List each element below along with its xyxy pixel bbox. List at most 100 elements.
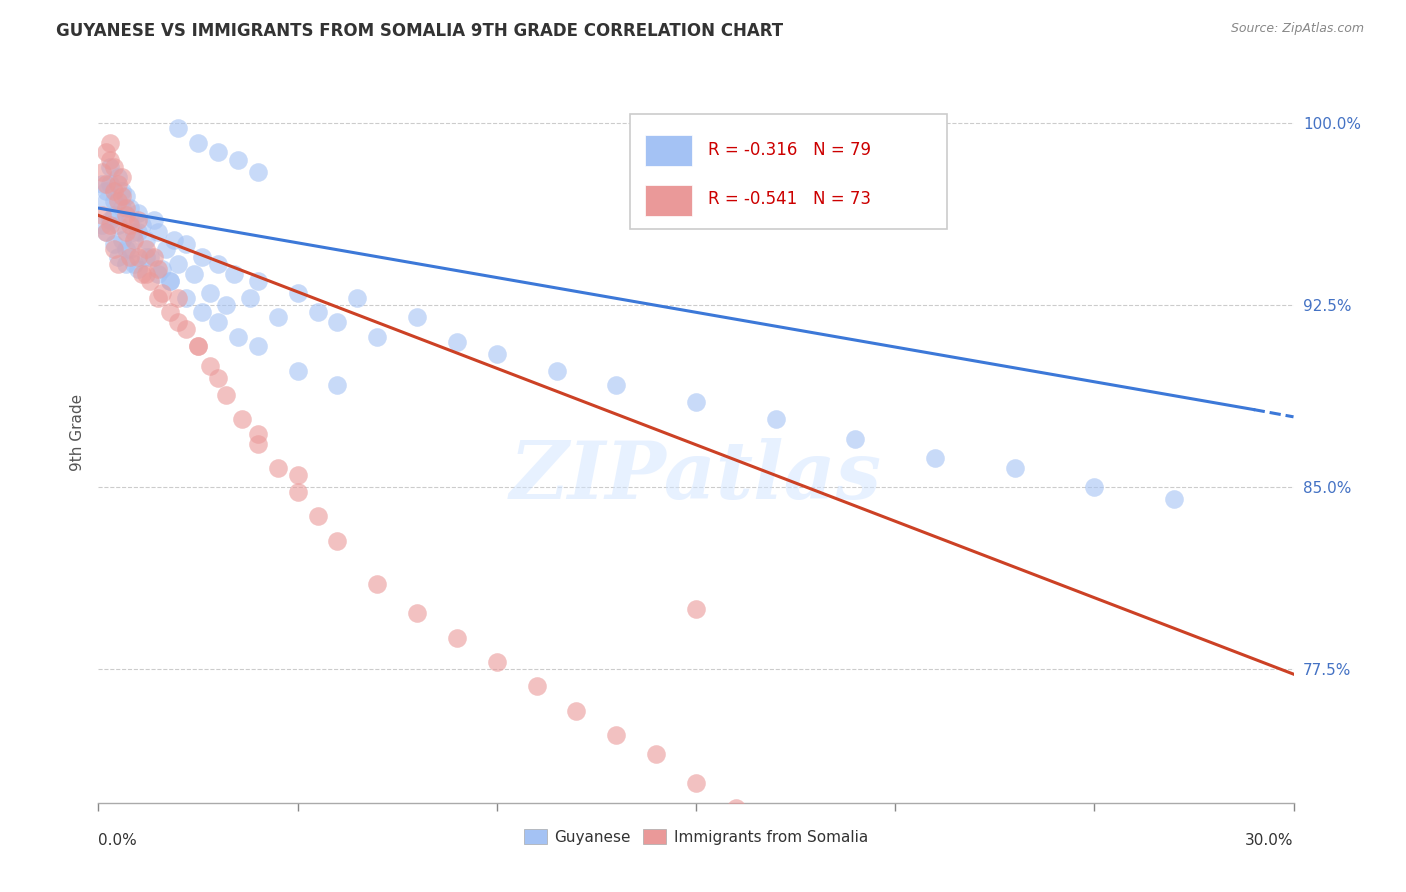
Point (246, 426, 269, 441)
Point (267, 310, 290, 325)
Point (326, 533, 349, 548)
Point (98, 177, 122, 191)
FancyBboxPatch shape (644, 185, 692, 216)
Point (127, 261, 149, 276)
Point (103, 243, 125, 257)
Point (135, 250, 157, 264)
Point (111, 233, 134, 247)
Point (326, 378, 349, 392)
Point (120, 243, 142, 257)
Point (163, 233, 186, 247)
Point (287, 468, 309, 483)
Point (167, 291, 190, 305)
Point (103, 160, 125, 174)
Point (98, 136, 122, 150)
Point (167, 120, 190, 135)
Point (98, 160, 122, 174)
Point (124, 225, 146, 239)
Point (198, 359, 221, 373)
Point (183, 267, 205, 281)
Point (139, 274, 162, 288)
Point (103, 237, 125, 252)
Point (174, 237, 197, 252)
Point (231, 412, 253, 426)
Point (115, 208, 138, 222)
Point (267, 460, 290, 475)
Point (226, 330, 249, 344)
Point (685, 776, 707, 790)
Point (215, 298, 238, 312)
Point (98, 218, 122, 232)
Point (844, 432, 866, 446)
Point (107, 250, 129, 264)
Point (150, 261, 173, 276)
Point (485, 655, 508, 669)
Point (645, 747, 668, 762)
Text: ZIPatlas: ZIPatlas (510, 438, 882, 516)
Point (187, 339, 209, 353)
Point (103, 184, 125, 198)
Point (107, 169, 129, 184)
Point (107, 218, 129, 232)
Point (143, 213, 166, 227)
Point (307, 509, 329, 524)
Text: Source: ZipAtlas.com: Source: ZipAtlas.com (1230, 22, 1364, 36)
Point (103, 208, 125, 222)
Point (167, 315, 190, 329)
Point (565, 704, 588, 718)
Point (139, 250, 162, 264)
Point (326, 315, 349, 329)
Point (485, 347, 508, 361)
Point (150, 286, 173, 301)
Point (98, 153, 122, 167)
Point (346, 291, 368, 305)
Point (124, 257, 146, 271)
Point (98, 213, 122, 227)
FancyBboxPatch shape (630, 114, 948, 229)
Point (120, 250, 142, 264)
Point (187, 339, 209, 353)
Point (246, 274, 269, 288)
Point (685, 601, 707, 615)
Point (127, 213, 149, 227)
Point (246, 339, 269, 353)
Point (366, 330, 388, 344)
Point (167, 257, 190, 271)
Point (143, 250, 166, 264)
Point (198, 286, 221, 301)
Point (844, 856, 866, 871)
Point (724, 800, 747, 814)
Point (107, 194, 129, 208)
Point (148, 291, 170, 305)
Point (148, 267, 170, 281)
Point (115, 225, 138, 239)
Point (131, 267, 153, 281)
Point (366, 577, 388, 591)
Point (103, 194, 125, 208)
Point (131, 218, 153, 232)
Point (120, 218, 142, 232)
Text: R = -0.316   N = 79: R = -0.316 N = 79 (709, 141, 870, 159)
Point (107, 177, 129, 191)
Point (111, 184, 134, 198)
Point (96, 184, 118, 198)
Point (155, 243, 177, 257)
Point (107, 257, 129, 271)
Point (307, 305, 329, 319)
Point (207, 315, 229, 329)
Point (111, 169, 134, 184)
Point (111, 189, 134, 203)
Point (135, 267, 157, 281)
Point (765, 412, 787, 426)
Point (96, 194, 118, 208)
Point (207, 371, 229, 385)
Point (446, 631, 468, 645)
Point (605, 728, 627, 742)
Point (115, 189, 138, 203)
Text: R = -0.541   N = 73: R = -0.541 N = 73 (709, 190, 870, 209)
Point (207, 145, 229, 160)
Point (115, 201, 138, 215)
Point (605, 378, 627, 392)
Point (96, 225, 118, 239)
Point (191, 250, 214, 264)
